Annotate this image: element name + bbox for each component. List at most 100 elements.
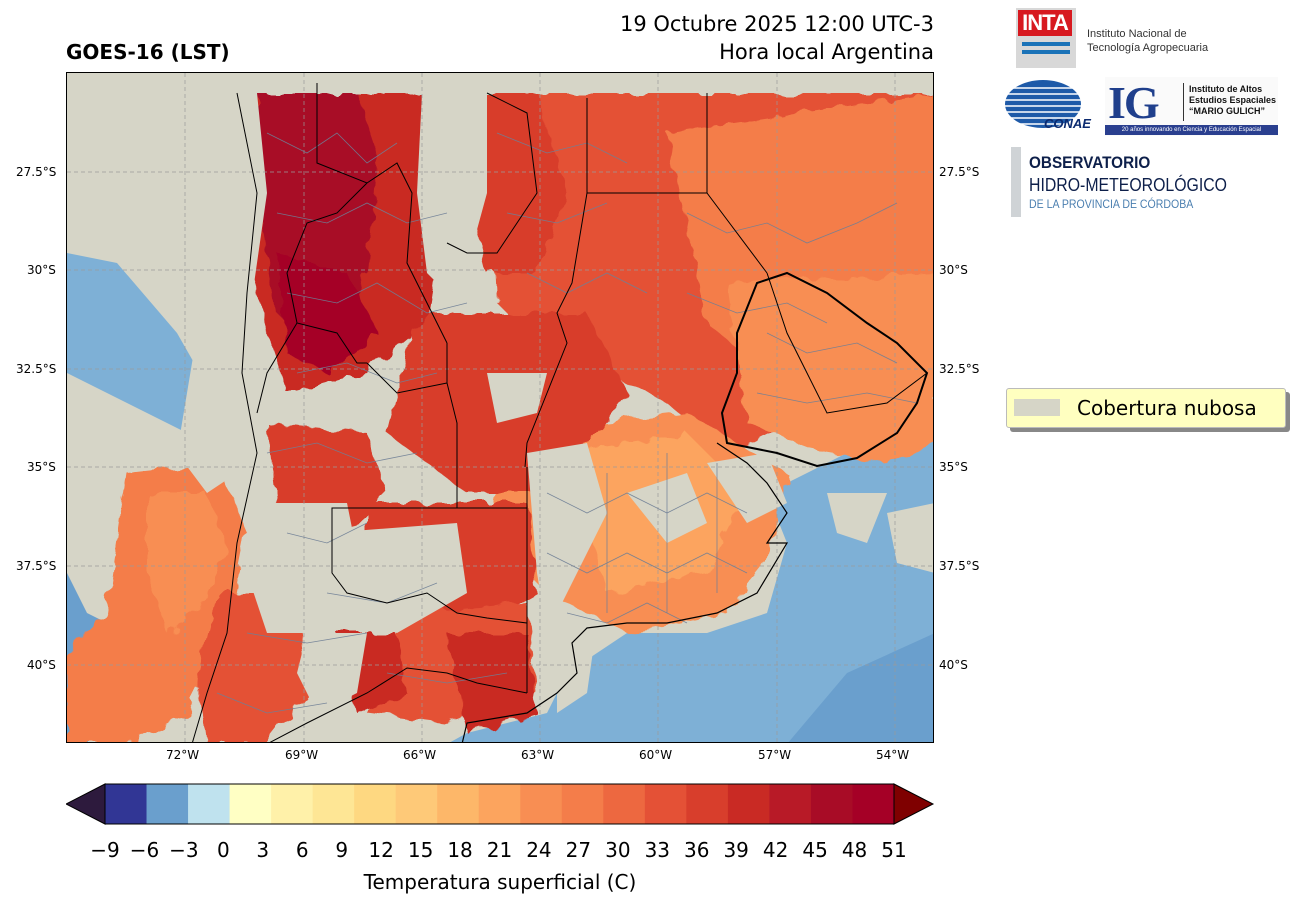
inta-name-line: Tecnología Agropecuaria — [1087, 42, 1209, 54]
ig-divider — [1183, 83, 1184, 121]
lon-label: 57°W — [758, 748, 792, 762]
uruguay-border — [720, 271, 929, 468]
lat-label-right: 35°S — [939, 460, 968, 474]
colorbar-cell — [395, 784, 438, 824]
colorbar-tick-label: 9 — [335, 838, 349, 862]
colorbar-tick-label: −3 — [169, 838, 199, 862]
colorbar-under-arrow — [66, 783, 106, 825]
colorbar-tick-label: 33 — [644, 838, 671, 862]
lat-label: 37.5°S — [16, 559, 57, 573]
inta-stripe — [1022, 50, 1070, 54]
colorbar-tick-label: 0 — [216, 838, 230, 862]
lon-label: 54°W — [876, 748, 910, 762]
colorbar-tick-label: 15 — [407, 838, 434, 862]
inta-name: Instituto Nacional de Tecnología Agropec… — [1087, 27, 1208, 55]
conae-logo-mark: CONAE — [1044, 116, 1091, 131]
lat-label-right: 37.5°S — [939, 559, 980, 573]
colorbar-frame — [104, 783, 895, 825]
department-borders — [216, 132, 918, 714]
observatorio-bar — [1011, 147, 1021, 217]
colorbar-cell — [561, 784, 604, 824]
colorbar-cell — [769, 784, 812, 824]
lat-label-right: 30°S — [939, 263, 968, 277]
ig-banner: 20 años innovando en Ciencia y Educación… — [1105, 125, 1278, 135]
colorbar-tick-label: 27 — [565, 838, 592, 862]
observatorio-line1: OBSERVATORIO — [1029, 153, 1151, 172]
inta-stripe — [1022, 42, 1070, 46]
colorbar-cell — [354, 784, 397, 824]
lon-label: 60°W — [639, 748, 673, 762]
lat-label-right: 40°S — [939, 658, 968, 672]
ocean-area — [450, 404, 933, 742]
colorbar-label: Temperatura superficial (C) — [363, 870, 637, 894]
lat-label: 32.5°S — [16, 362, 57, 376]
colorbar-cell — [437, 784, 480, 824]
lon-label: 63°W — [521, 748, 555, 762]
ig-logo-mark: IG — [1108, 77, 1160, 128]
colorbar-tick-label: 3 — [256, 838, 270, 862]
colorbar-over-arrow — [893, 783, 935, 825]
lat-label: 35°S — [27, 460, 56, 474]
colorbar-tick-label: 6 — [295, 838, 309, 862]
colorbar-cell — [644, 784, 687, 824]
colorbar-tick-label: 30 — [605, 838, 631, 862]
colorbar-tick-label: 39 — [723, 838, 749, 862]
lat-label: 27.5°S — [16, 165, 57, 179]
cloud-cover — [177, 93, 933, 713]
colorbar-cell — [852, 784, 895, 824]
colorbar-cell — [810, 784, 853, 824]
observatorio-line2: HIDRO-METEOROLÓGICO — [1029, 175, 1228, 195]
pacific-area — [67, 253, 217, 433]
province-borders — [192, 83, 928, 742]
colorbar-cell — [271, 784, 314, 824]
colorbar-cell — [686, 784, 729, 824]
grid-lines — [67, 73, 933, 742]
colorbar — [66, 783, 935, 825]
ig-name: Instituto de Altos Estudios Espaciales “… — [1189, 84, 1276, 117]
ig-name-line: Instituto de Altos — [1189, 84, 1263, 94]
inta-logo-mark: INTA — [1018, 10, 1072, 36]
map-title: GOES-16 (LST) — [66, 40, 230, 64]
colorbar-tick-label: 12 — [368, 838, 394, 862]
colorbar-cell — [727, 784, 770, 824]
colorbar-tick-label: 36 — [684, 838, 710, 862]
colorbar-tick-label: 45 — [802, 838, 828, 862]
colorbar-tick-label: 48 — [841, 838, 868, 862]
conae-globe-icon — [1004, 80, 1082, 128]
lon-label: 66°W — [403, 748, 437, 762]
date-time-label: 19 Octubre 2025 12:00 UTC-3 — [620, 12, 934, 36]
colorbar-cell — [520, 784, 563, 824]
colorbar-cell — [603, 784, 646, 824]
lat-label-right: 27.5°S — [939, 165, 980, 179]
observatorio-line3: DE LA PROVINCIA DE CÓRDOBA — [1029, 197, 1194, 211]
colorbar-cell — [229, 784, 272, 824]
lat-label-right: 32.5°S — [939, 362, 980, 376]
colorbar-cell — [105, 784, 148, 824]
colorbar-tick-label: 21 — [486, 838, 513, 862]
local-time-label: Hora local Argentina — [719, 40, 934, 64]
temperature-map — [66, 72, 934, 743]
colorbar-cells — [105, 784, 895, 824]
ig-name-line: “MARIO GULICH” — [1189, 106, 1265, 116]
colorbar-tick-label: 18 — [447, 838, 473, 862]
colorbar-tick-label: 24 — [526, 838, 552, 862]
cloud-legend-label: Cobertura nubosa — [1077, 396, 1257, 420]
colorbar-tick-label: −9 — [90, 838, 120, 862]
colorbar-cell — [188, 784, 231, 824]
ig-name-line: Estudios Espaciales — [1189, 95, 1277, 105]
lat-label: 30°S — [27, 263, 56, 277]
colorbar-tick-label: 42 — [762, 838, 789, 862]
lat-label: 40°S — [27, 658, 56, 672]
colorbar-tick-label: 51 — [881, 838, 907, 862]
colorbar-tick-label: −6 — [129, 838, 160, 862]
colorbar-cell — [312, 784, 355, 824]
lon-label: 72°W — [166, 748, 200, 762]
lon-label: 69°W — [285, 748, 319, 762]
map-canvas — [67, 73, 933, 742]
inta-name-line: Instituto Nacional de — [1087, 28, 1187, 40]
colorbar-cell — [146, 784, 189, 824]
ocean-deep — [788, 633, 933, 742]
coastline — [461, 442, 789, 742]
colorbar-cell — [478, 784, 521, 824]
cloud-legend-swatch — [1014, 399, 1060, 416]
